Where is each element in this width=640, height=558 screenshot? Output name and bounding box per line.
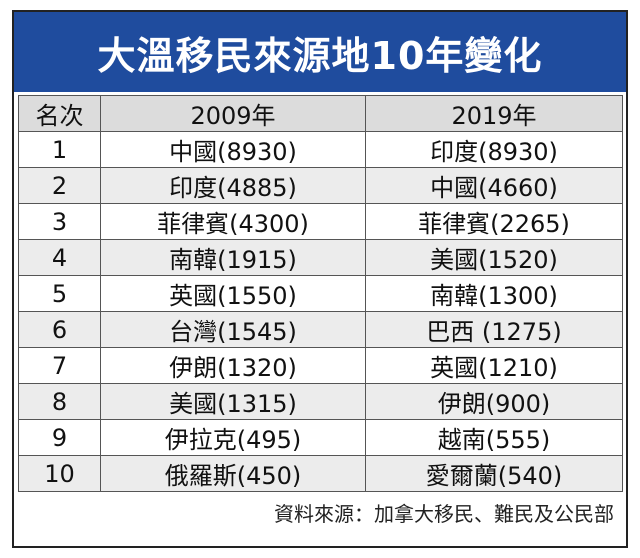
- table-cell: 8: [18, 383, 101, 420]
- table-cell: 伊朗(1320): [100, 347, 366, 384]
- table-row: 9 伊拉克(495) 越南(555): [18, 419, 623, 456]
- table-cell: 南韓(1300): [365, 275, 623, 312]
- table-cell: 愛爾蘭(540): [365, 455, 623, 492]
- column-header: 2019年: [365, 95, 623, 132]
- table-row: 4 南韓(1915) 美國(1520): [18, 239, 623, 276]
- table-row: 6 台灣(1545) 巴西 (1275): [18, 311, 623, 348]
- table-cell: 中國(8930): [100, 131, 366, 168]
- table-cell: 10: [18, 455, 101, 492]
- infographic: 大溫移民來源地10年變化 名次 2009年 2019年 1 中國(8930) 印度(89…: [12, 10, 628, 548]
- column-header: 名次: [18, 95, 101, 132]
- table-row: 10 俄羅斯(450) 愛爾蘭(540): [18, 455, 623, 492]
- source-note: 資料來源：加拿大移民、難民及公民部: [274, 502, 614, 526]
- header-row: 名次 2009年 2019年: [18, 95, 623, 132]
- table-cell: 3: [18, 203, 101, 240]
- table-cell: 印度(8930): [365, 131, 623, 168]
- title: 大溫移民來源地10年變化: [14, 12, 626, 92]
- table-cell: 5: [18, 275, 101, 312]
- table-cell: 南韓(1915): [100, 239, 366, 276]
- table-row: 2 印度(4885) 中國(4660): [18, 167, 623, 204]
- table-row: 5 英國(1550) 南韓(1300): [18, 275, 623, 312]
- table-cell: 1: [18, 131, 101, 168]
- table-cell: 伊朗(900): [365, 383, 623, 420]
- table-row: 3 菲律賓(4300) 菲律賓(2265): [18, 203, 623, 240]
- table-body: 1 中國(8930) 印度(8930) 2 印度(4885) 中國(4660) 3 菲律賓(4…: [18, 131, 623, 492]
- table-cell: 4: [18, 239, 101, 276]
- table-row: 1 中國(8930) 印度(8930): [18, 131, 623, 168]
- table-cell: 9: [18, 419, 101, 456]
- table-cell: 6: [18, 311, 101, 348]
- table-cell: 2: [18, 167, 101, 204]
- table-cell: 美國(1315): [100, 383, 366, 420]
- table-cell: 美國(1520): [365, 239, 623, 276]
- table-cell: 越南(555): [365, 419, 623, 456]
- table-cell: 7: [18, 347, 101, 384]
- table-row: 7 伊朗(1320) 英國(1210): [18, 347, 623, 384]
- table-cell: 中國(4660): [365, 167, 623, 204]
- table-cell: 英國(1550): [100, 275, 366, 312]
- table-cell: 印度(4885): [100, 167, 366, 204]
- table-cell: 伊拉克(495): [100, 419, 366, 456]
- column-header: 2009年: [100, 95, 366, 132]
- table-cell: 台灣(1545): [100, 311, 366, 348]
- table-cell: 俄羅斯(450): [100, 455, 366, 492]
- table-cell: 巴西 (1275): [365, 311, 623, 348]
- table-cell: 菲律賓(2265): [365, 203, 623, 240]
- table-cell: 英國(1210): [365, 347, 623, 384]
- table-cell: 菲律賓(4300): [100, 203, 366, 240]
- table-row: 8 美國(1315) 伊朗(900): [18, 383, 623, 420]
- ranking-table: 名次 2009年 2019年 1 中國(8930) 印度(8930) 2 印度(4885) 中…: [18, 95, 623, 492]
